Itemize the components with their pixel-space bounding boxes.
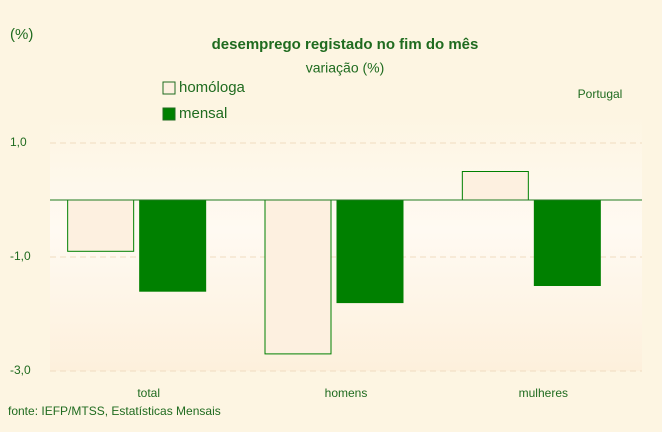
x-tick-label: mulheres (519, 386, 568, 400)
bar (336, 199, 404, 304)
annotation: Portugal (578, 87, 623, 101)
legend-label: mensal (179, 105, 227, 122)
legend-label: homóloga (179, 79, 246, 96)
bar (264, 199, 332, 355)
legend-swatch (162, 81, 176, 95)
bar (533, 199, 601, 286)
legend-swatch (162, 107, 176, 121)
y-tick-label: 1,0 (10, 135, 27, 149)
bar (461, 171, 529, 201)
source: fonte: IEFP/MTSS, Estatísticas Mensais (8, 404, 221, 418)
y-tick-label: -1,0 (10, 249, 31, 263)
x-tick-label: total (137, 386, 160, 400)
y-tick-label: -3,0 (10, 363, 31, 377)
y-axis-label: (%) (10, 26, 33, 43)
bar (67, 199, 135, 252)
chart-title: desemprego registado no fim do mês (212, 36, 479, 53)
chart-subtitle: variação (%) (306, 60, 385, 76)
x-tick-label: homens (325, 386, 368, 400)
bar (139, 199, 207, 292)
